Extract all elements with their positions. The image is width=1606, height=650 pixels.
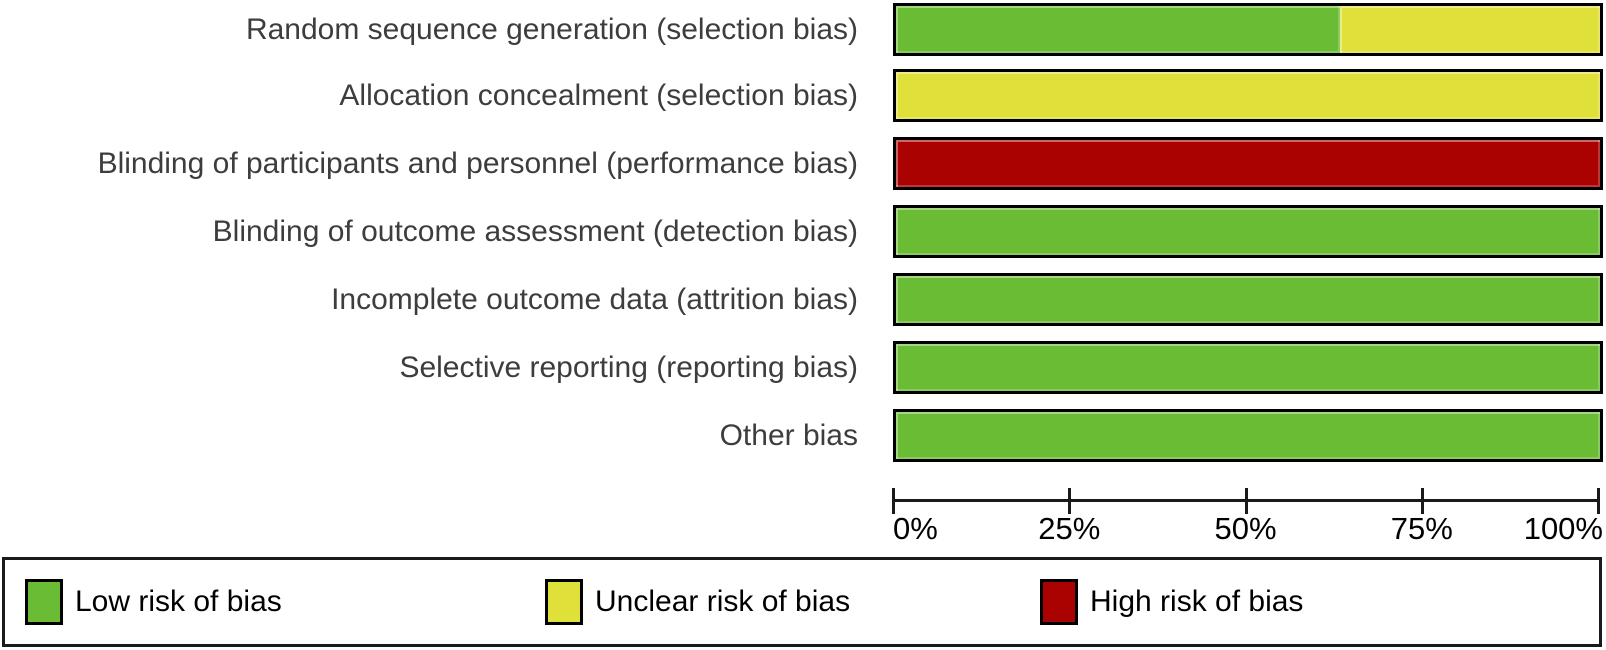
bias-bar [893,341,1603,394]
legend-item: Unclear risk of bias [545,560,850,644]
bias-row: Other bias [0,409,1606,462]
axis-tick [1244,488,1248,514]
bias-row: Random sequence generation (selection bi… [0,3,1606,56]
axis-tick-label: 100% [1523,511,1603,546]
bias-row: Allocation concealment (selection bias) [0,69,1606,122]
legend-swatch-icon [545,579,583,625]
axis-tick-label: 25% [1038,511,1101,546]
bar-segment-high-risk [896,140,1600,187]
bias-row-label: Blinding of participants and personnel (… [97,147,858,180]
bias-row-label: Random sequence generation (selection bi… [245,13,858,46]
axis-tick-label: 0% [893,511,938,546]
axis-tick [1068,488,1072,514]
bar-segment-low-risk [896,276,1600,323]
legend-label: Unclear risk of bias [595,585,851,618]
bias-bar [893,409,1603,462]
bias-row: Blinding of outcome assessment (detectio… [0,205,1606,258]
bias-bar [893,205,1603,258]
bias-row: Selective reporting (reporting bias) [0,341,1606,394]
axis-tick-label: 75% [1390,511,1453,546]
bias-bar [893,3,1603,56]
axis-tick [1420,488,1424,514]
axis-tick [1597,488,1600,514]
bar-segment-low-risk [896,6,1340,53]
legend-item: Low risk of bias [25,560,282,644]
bar-segment-unclear-risk [1339,6,1600,53]
legend-box: Low risk of bias Unclear risk of bias High… [2,557,1602,647]
bias-bar [893,69,1603,122]
axis-tick-label: 50% [1214,511,1277,546]
legend-item: High risk of bias [1040,560,1303,644]
bias-row: Blinding of participants and personnel (… [0,137,1606,190]
bias-bar [893,137,1603,190]
legend-label: Low risk of bias [75,585,282,618]
legend-swatch-icon [1040,579,1078,625]
legend-label: High risk of bias [1090,585,1304,618]
bias-bar [893,273,1603,326]
bias-row-label: Blinding of outcome assessment (detectio… [212,215,858,248]
bar-segment-unclear-risk [896,72,1600,119]
axis-tick [892,488,895,514]
legend-swatch-icon [25,579,63,625]
bias-row: Incomplete outcome data (attrition bias) [0,273,1606,326]
bar-segment-low-risk [896,412,1600,459]
bias-row-label: Selective reporting (reporting bias) [399,351,858,384]
bias-row-label: Allocation concealment (selection bias) [339,79,858,112]
bar-segment-low-risk [896,344,1600,391]
bias-row-label: Other bias [719,419,858,452]
bias-row-label: Incomplete outcome data (attrition bias) [331,283,858,316]
bar-segment-low-risk [896,208,1600,255]
